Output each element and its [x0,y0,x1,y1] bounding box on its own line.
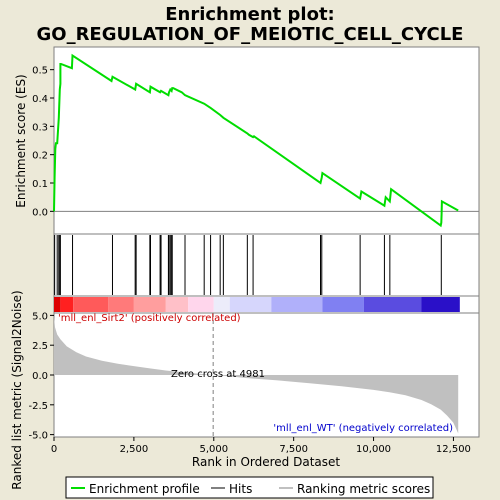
es-yticks: 0.0 0.1 0.2 0.3 0.4 0.5 [32,66,54,218]
heatmap-segment [133,297,166,312]
es-ylabel: Enrichment score (ES) [14,74,28,207]
legend-box [65,476,434,499]
negative-annotation: 'mll_enl_WT' (negatively correlated) [273,423,453,434]
legend-label-enrichment: Enrichment profile [89,482,200,496]
heatmap-segment [108,297,134,312]
heatmap-segment [213,297,230,312]
heatmap-segment [421,297,460,312]
legend-label-hits: Hits [229,482,252,496]
metric-xtick-label: 10,000 [356,444,391,455]
es-ytick-label: 0.0 [32,207,48,218]
metric-ytick-label: 2.5 [32,341,48,352]
heatmap-segment [60,297,74,312]
metric-yticks: -5.0 -2.5 0.0 2.5 5.0 [28,311,54,442]
metric-xtick-label: 5,000 [199,444,228,455]
metric-area [54,316,459,434]
heatmap-segment [271,297,323,312]
es-ytick-label: 0.1 [32,179,48,190]
metric-ytick-label: -2.5 [28,401,48,412]
legend: Enrichment profile Hits Ranking metric s… [65,476,434,499]
metric-xticks: 0 2,500 5,000 7,500 10,000 12,500 [51,437,471,455]
legend-label-ranking: Ranking metric scores [297,482,430,496]
heatmap-segment [188,297,214,312]
metric-ytick-label: 5.0 [32,311,48,322]
zero-cross-annotation: Zero cross at 4981 [171,369,265,380]
heatmap-segment [322,297,364,312]
heatmap-bar [54,297,460,312]
metric-ylabel: Ranked list metric (Signal2Noise) [10,290,24,489]
es-profile-line [53,53,459,228]
positive-annotation: 'mll_enl_Sirt2' (positively correlated) [58,313,241,324]
metric-xlabel: Rank in Ordered Dataset [192,455,340,469]
heatmap-segment [73,297,109,312]
heatmap-segment [165,297,189,312]
chart-title-line-1: Enrichment plot: [165,4,335,25]
es-ytick-label: 0.2 [32,151,48,162]
metric-ytick-label: 0.0 [32,371,48,382]
hits-panel [53,233,480,297]
es-ytick-label: 0.5 [32,66,48,77]
metric-xtick-label: 2,500 [120,444,149,455]
es-ytick-label: 0.3 [32,122,48,133]
metric-xtick-label: 7,500 [279,444,308,455]
metric-xtick-label: 0 [51,444,57,455]
heatmap-segment [54,297,61,312]
hits-marks [54,235,442,295]
chart-title-line-2: GO_REGULATION_OF_MEIOTIC_CELL_CYCLE [37,24,464,45]
heatmap-segment [363,297,422,312]
es-ytick-label: 0.4 [32,94,48,105]
heatmap-segment [229,297,272,312]
metric-xtick-label: 12,500 [436,444,471,455]
metric-ytick-label: -5.0 [28,431,48,442]
